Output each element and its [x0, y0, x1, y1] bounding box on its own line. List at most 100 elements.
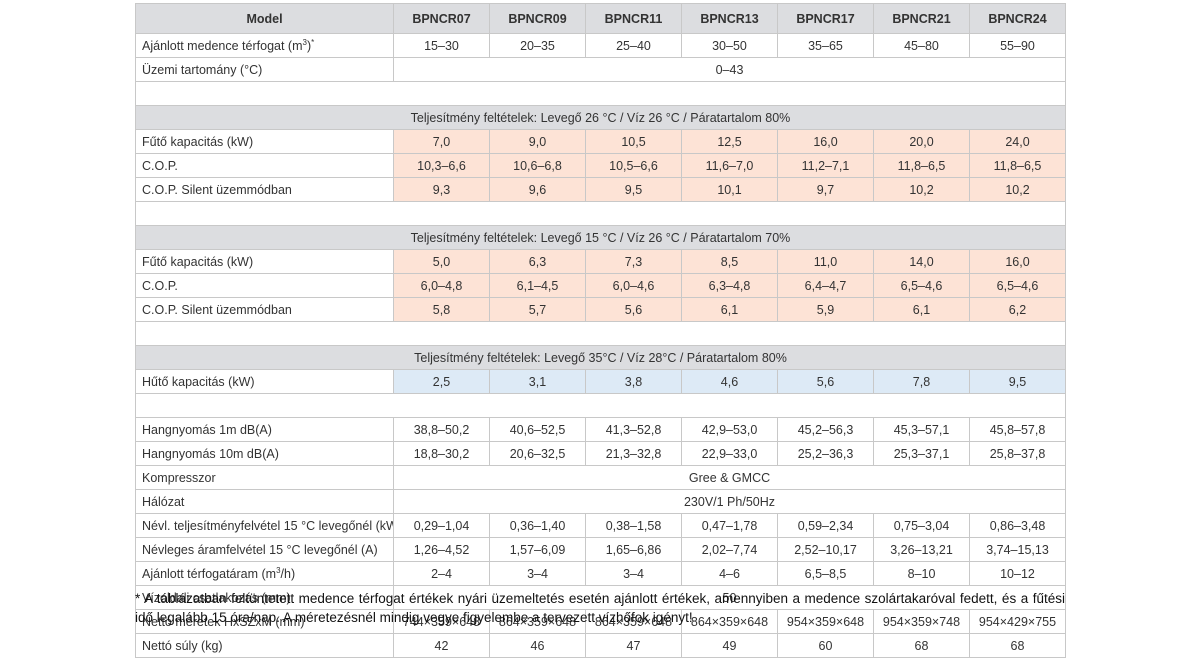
value-cell: 5,9 — [777, 297, 874, 322]
value-cell: 60 — [777, 633, 874, 658]
row-label: Ajánlott medence térfogat (m3)* — [135, 33, 394, 58]
value-cell: 3–4 — [489, 561, 586, 586]
value-cell: 10,1 — [681, 177, 778, 202]
value-cell: 30–50 — [681, 33, 778, 58]
value-cell: 8–10 — [873, 561, 970, 586]
value-cell: 15–30 — [393, 33, 490, 58]
value-cell: 8,5 — [681, 249, 778, 274]
value-cell: 6,1–4,5 — [489, 273, 586, 298]
table-row: C.O.P. Silent üzemmódban 9,3 9,6 9,5 10,1 9,7… — [135, 177, 1066, 202]
value-cell: 45,3–57,1 — [873, 417, 970, 442]
value-cell: 11,2–7,1 — [777, 153, 874, 178]
value-cell: 20,6–32,5 — [489, 441, 586, 466]
value-cell: 5,6 — [777, 369, 874, 394]
value-cell: 10,2 — [969, 177, 1066, 202]
spanned-value-cell: Gree & GMCC — [393, 465, 1066, 490]
value-cell: 47 — [585, 633, 682, 658]
value-cell: 20–35 — [489, 33, 586, 58]
value-cell: 20,0 — [873, 129, 970, 154]
model-header-bpncr21: BPNCR21 — [873, 3, 970, 34]
value-cell: 2–4 — [393, 561, 490, 586]
row-label: Ajánlott térfogatáram (m3/h) — [135, 561, 394, 586]
table-row: Üzemi tartomány (°C) 0–43 — [135, 57, 1066, 82]
value-cell: 7,0 — [393, 129, 490, 154]
table-row: Névleges áramfelvétel 15 °C levegőnél (A… — [135, 537, 1066, 562]
value-cell: 2,5 — [393, 369, 490, 394]
spanned-value-cell: 50 — [393, 585, 1066, 610]
value-cell: 0,29–1,04 — [393, 513, 490, 538]
section-header-row: Teljesítmény feltételek: Levegő 15 °C / … — [135, 225, 1066, 250]
spacer-row — [135, 81, 1066, 106]
value-cell: 10,2 — [873, 177, 970, 202]
row-label: Hangnyomás 1m dB(A) — [135, 417, 394, 442]
value-cell: 6,1 — [873, 297, 970, 322]
row-label: Vízoldali csatlakozás (mm) — [135, 585, 394, 610]
value-cell: 3,74–15,13 — [969, 537, 1066, 562]
value-cell: 12,5 — [681, 129, 778, 154]
table-row: Ajánlott medence térfogat (m3)* 15–30 20–3… — [135, 33, 1066, 58]
model-header-bpncr09: BPNCR09 — [489, 3, 586, 34]
value-cell: 16,0 — [777, 129, 874, 154]
spec-table: Model BPNCR07 BPNCR09 BPNCR11 BPNCR13 BPNCR1… — [135, 3, 1066, 658]
value-cell: 6,4–4,7 — [777, 273, 874, 298]
model-header-bpncr17: BPNCR17 — [777, 3, 874, 34]
value-cell: 9,0 — [489, 129, 586, 154]
row-label: C.O.P. — [135, 153, 394, 178]
value-cell: 6,3 — [489, 249, 586, 274]
model-header-bpncr11: BPNCR11 — [585, 3, 682, 34]
value-cell: 21,3–32,8 — [585, 441, 682, 466]
value-cell: 3,1 — [489, 369, 586, 394]
value-cell: 6,5–8,5 — [777, 561, 874, 586]
table-row: Nettó súly (kg) 42 46 47 49 60 68 68 — [135, 633, 1066, 658]
value-cell: 0,86–3,48 — [969, 513, 1066, 538]
section-title: Teljesítmény feltételek: Levegő 15 °C / … — [135, 225, 1066, 250]
value-cell: 9,5 — [969, 369, 1066, 394]
value-cell: 1,26–4,52 — [393, 537, 490, 562]
value-cell: 42 — [393, 633, 490, 658]
table-row: Hangnyomás 10m dB(A) 18,8–30,2 20,6–32,5 21… — [135, 441, 1066, 466]
section-header-row: Teljesítmény feltételek: Levegő 35°C / V… — [135, 345, 1066, 370]
value-cell: 22,9–33,0 — [681, 441, 778, 466]
value-cell: 11,8–6,5 — [873, 153, 970, 178]
model-header-bpncr24: BPNCR24 — [969, 3, 1066, 34]
value-cell: 6,1 — [681, 297, 778, 322]
table-row: Fűtő kapacitás (kW) 5,0 6,3 7,3 8,5 11,0 14,0 1… — [135, 249, 1066, 274]
value-cell: 11,8–6,5 — [969, 153, 1066, 178]
row-label: C.O.P. Silent üzemmódban — [135, 177, 394, 202]
spacer-cell — [135, 81, 1066, 106]
row-label: Hálózat — [135, 489, 394, 514]
value-cell: 3,26–13,21 — [873, 537, 970, 562]
spanned-value-cell: 230V/1 Ph/50Hz — [393, 489, 1066, 514]
value-cell: 5,0 — [393, 249, 490, 274]
table-row: Hálózat 230V/1 Ph/50Hz — [135, 489, 1066, 514]
value-cell: 18,8–30,2 — [393, 441, 490, 466]
value-cell: 11,6–7,0 — [681, 153, 778, 178]
value-cell: 46 — [489, 633, 586, 658]
spacer-row — [135, 321, 1066, 346]
value-cell: 11,0 — [777, 249, 874, 274]
row-label: Fűtő kapacitás (kW) — [135, 129, 394, 154]
row-label: C.O.P. — [135, 273, 394, 298]
value-cell: 3,8 — [585, 369, 682, 394]
value-cell: 24,0 — [969, 129, 1066, 154]
value-cell: 41,3–52,8 — [585, 417, 682, 442]
section-title: Teljesítmény feltételek: Levegő 35°C / V… — [135, 345, 1066, 370]
value-cell: 4–6 — [681, 561, 778, 586]
value-cell: 9,6 — [489, 177, 586, 202]
value-cell: 6,2 — [969, 297, 1066, 322]
spanned-value-cell: 0–43 — [393, 57, 1066, 82]
value-cell: 10,5 — [585, 129, 682, 154]
table-row: Hűtő kapacitás (kW) 2,5 3,1 3,8 4,6 5,6 7,8 9,5 — [135, 369, 1066, 394]
value-cell: 3–4 — [585, 561, 682, 586]
value-cell: 1,57–6,09 — [489, 537, 586, 562]
value-cell: 5,7 — [489, 297, 586, 322]
row-label: Üzemi tartomány (°C) — [135, 57, 394, 82]
value-cell: 49 — [681, 633, 778, 658]
value-cell: 45–80 — [873, 33, 970, 58]
table-row: C.O.P. 10,3–6,6 10,6–6,8 10,5–6,6 11,6–7,0 11… — [135, 153, 1066, 178]
header-row: Model BPNCR07 BPNCR09 BPNCR11 BPNCR13 BPNCR1… — [135, 3, 1066, 34]
value-cell: 9,7 — [777, 177, 874, 202]
value-cell: 6,3–4,8 — [681, 273, 778, 298]
value-cell: 25,2–36,3 — [777, 441, 874, 466]
value-cell: 25,8–37,8 — [969, 441, 1066, 466]
